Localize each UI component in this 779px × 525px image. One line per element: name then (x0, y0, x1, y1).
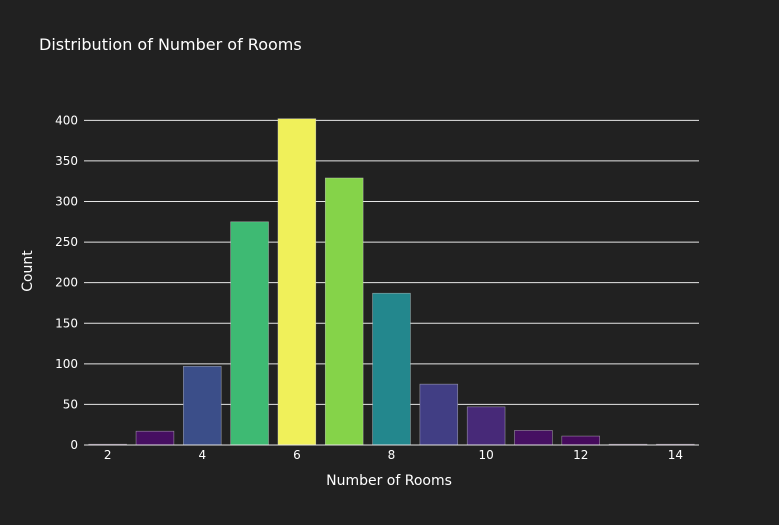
x-tick-label: 12 (573, 448, 588, 462)
bar-rooms-7[interactable] (324, 177, 364, 446)
y-tick-label: 350 (55, 154, 78, 168)
bar-rooms-5[interactable] (230, 221, 269, 446)
y-tick-label: 0 (70, 438, 78, 452)
bar-rooms-8[interactable] (372, 292, 411, 446)
bar-rooms-9[interactable] (419, 383, 459, 446)
x-tick-label: 8 (388, 448, 396, 462)
y-axis-title: Count (20, 250, 36, 292)
chart-title: Distribution of Number of Rooms (39, 35, 302, 54)
x-tick-label: 14 (668, 448, 683, 462)
y-tick-label: 50 (63, 397, 78, 411)
y-tick-label: 250 (55, 235, 78, 249)
y-tick-label: 400 (55, 113, 78, 127)
y-axis-ticks: 0 50 100 150 200 250 300 350 400 (55, 113, 78, 452)
bar-rooms-4[interactable] (183, 365, 222, 446)
bars (88, 118, 695, 446)
y-tick-label: 300 (55, 195, 78, 209)
y-tick-label: 100 (55, 357, 78, 371)
bar-rooms-10[interactable] (466, 406, 506, 446)
bar-rooms-6[interactable] (277, 118, 317, 446)
y-tick-label: 200 (55, 276, 78, 290)
bar-rooms-3[interactable] (135, 430, 175, 446)
x-tick-label: 6 (293, 448, 301, 462)
x-tick-label: 2 (104, 448, 112, 462)
x-axis-ticks: 2 4 6 8 10 12 14 (104, 448, 683, 462)
y-tick-label: 150 (55, 316, 78, 330)
x-axis-title: Number of Rooms (326, 473, 452, 489)
bar-rooms-12[interactable] (561, 435, 600, 446)
x-tick-label: 4 (198, 448, 206, 462)
x-tick-label: 10 (478, 448, 493, 462)
bar-rooms-11[interactable] (514, 430, 553, 446)
